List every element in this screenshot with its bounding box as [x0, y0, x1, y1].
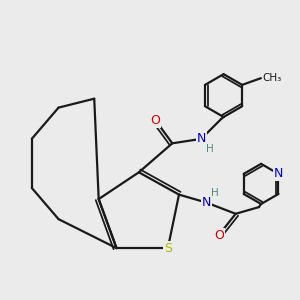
Text: H: H	[211, 188, 219, 198]
Text: N: N	[274, 167, 283, 180]
Text: N: N	[196, 132, 206, 145]
Text: O: O	[214, 229, 224, 242]
Text: O: O	[150, 114, 160, 127]
Text: S: S	[164, 242, 172, 255]
Text: H: H	[206, 144, 214, 154]
Text: CH₃: CH₃	[262, 73, 281, 83]
Text: N: N	[202, 196, 211, 209]
